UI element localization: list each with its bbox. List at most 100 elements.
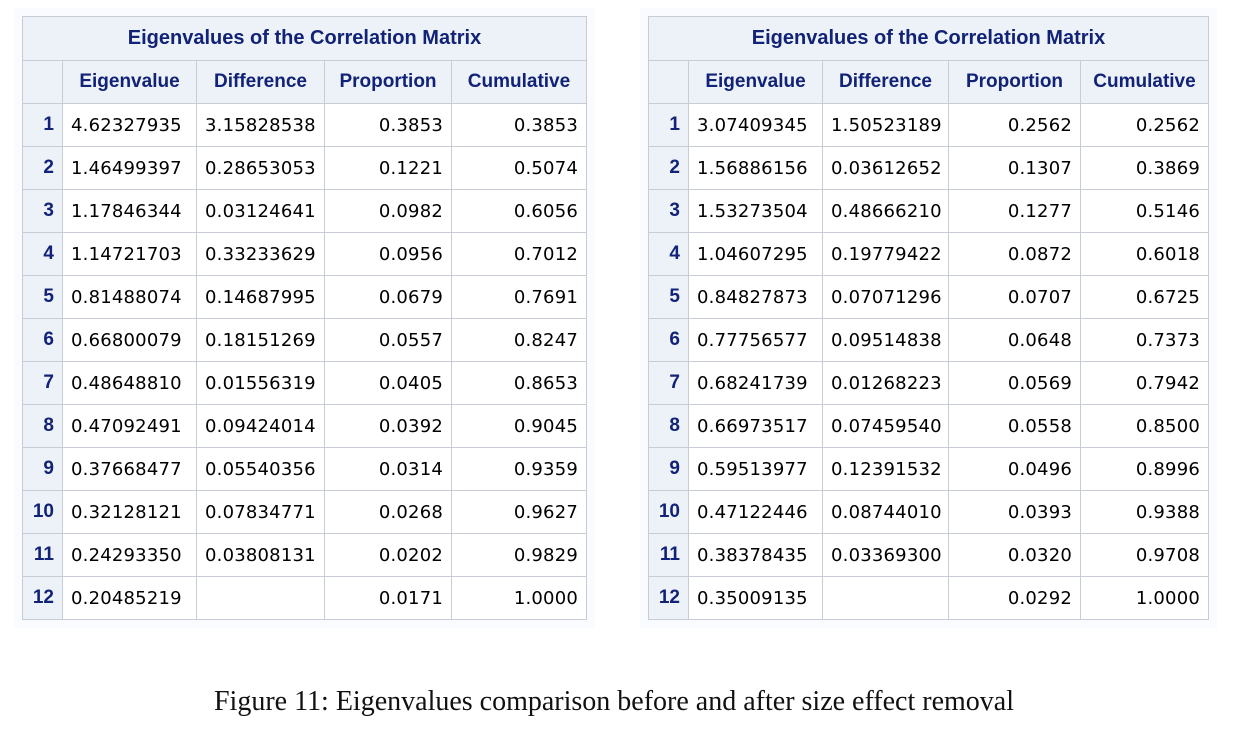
proportion-cell: 0.0569: [948, 361, 1081, 405]
eigenvalue-cell: 0.81488074: [62, 275, 197, 319]
row-number: 8: [648, 404, 689, 448]
table-row: 8 0.47092491 0.09424014 0.0392 0.9045: [22, 404, 587, 448]
difference-cell: [822, 576, 949, 620]
eigenvalue-cell: 0.20485219: [62, 576, 197, 620]
row-number: 5: [648, 275, 689, 319]
row-number: 3: [648, 189, 689, 233]
table-row: 9 0.59513977 0.12391532 0.0496 0.8996: [648, 447, 1209, 491]
table-row: 1 4.62327935 3.15828538 0.3853 0.3853: [22, 103, 587, 147]
difference-cell: 0.01268223: [822, 361, 949, 405]
row-number: 6: [22, 318, 63, 362]
table-row: 2 1.56886156 0.03612652 0.1307 0.3869: [648, 146, 1209, 190]
eigenvalue-cell: 1.46499397: [62, 146, 197, 190]
eigenvalue-cell: 0.77756577: [688, 318, 823, 362]
cumulative-cell: 0.9359: [451, 447, 587, 491]
row-number: 12: [648, 576, 689, 620]
column-header-proportion: Proportion: [948, 60, 1081, 104]
table-row: 7 0.48648810 0.01556319 0.0405 0.8653: [22, 361, 587, 405]
cumulative-cell: 0.7012: [451, 232, 587, 276]
eigenvalues-table-before: Eigenvalues of the Correlation Matrix Ei…: [22, 16, 587, 620]
figure-caption: Figure 11: Eigenvalues comparison before…: [213, 686, 1014, 717]
table-row: 4 1.14721703 0.33233629 0.0956 0.7012: [22, 232, 587, 276]
eigenvalue-cell: 3.07409345: [688, 103, 823, 147]
row-number: 2: [648, 146, 689, 190]
proportion-cell: 0.0171: [324, 576, 452, 620]
proportion-cell: 0.0648: [948, 318, 1081, 362]
table-row: 11 0.38378435 0.03369300 0.0320 0.9708: [648, 533, 1209, 577]
cumulative-cell: 0.9708: [1080, 533, 1209, 577]
difference-cell: 1.50523189: [822, 103, 949, 147]
difference-cell: 0.07834771: [196, 490, 325, 534]
column-header-difference: Difference: [196, 60, 325, 104]
proportion-cell: 0.1307: [948, 146, 1081, 190]
table-row: 5 0.81488074 0.14687995 0.0679 0.7691: [22, 275, 587, 319]
table-row: 4 1.04607295 0.19779422 0.0872 0.6018: [648, 232, 1209, 276]
eigenvalue-cell: 0.66973517: [688, 404, 823, 448]
eigenvalue-cell: 1.17846344: [62, 189, 197, 233]
proportion-cell: 0.0392: [324, 404, 452, 448]
table-row: 10 0.32128121 0.07834771 0.0268 0.9627: [22, 490, 587, 534]
right-table-panel: Eigenvalues of the Correlation Matrix Ei…: [640, 8, 1217, 628]
difference-cell: 3.15828538: [196, 103, 325, 147]
cumulative-cell: 1.0000: [1080, 576, 1209, 620]
column-header-difference: Difference: [822, 60, 949, 104]
eigenvalue-cell: 0.38378435: [688, 533, 823, 577]
cumulative-cell: 0.9627: [451, 490, 587, 534]
proportion-cell: 0.0982: [324, 189, 452, 233]
row-number: 8: [22, 404, 63, 448]
eigenvalue-cell: 0.37668477: [62, 447, 197, 491]
table-row: 1 3.07409345 1.50523189 0.2562 0.2562: [648, 103, 1209, 147]
difference-cell: 0.28653053: [196, 146, 325, 190]
table-row: 7 0.68241739 0.01268223 0.0569 0.7942: [648, 361, 1209, 405]
eigenvalue-cell: 0.66800079: [62, 318, 197, 362]
column-header-cumulative: Cumulative: [1080, 60, 1209, 104]
cumulative-cell: 1.0000: [451, 576, 587, 620]
proportion-cell: 0.0320: [948, 533, 1081, 577]
difference-cell: 0.12391532: [822, 447, 949, 491]
cumulative-cell: 0.9388: [1080, 490, 1209, 534]
difference-cell: 0.03612652: [822, 146, 949, 190]
column-header-proportion: Proportion: [324, 60, 452, 104]
table-row: 12 0.35009135 0.0292 1.0000: [648, 576, 1209, 620]
row-number: 9: [22, 447, 63, 491]
column-header-eigenvalue: Eigenvalue: [688, 60, 823, 104]
cumulative-cell: 0.7373: [1080, 318, 1209, 362]
row-index-header: [648, 60, 689, 104]
row-number: 4: [22, 232, 63, 276]
difference-cell: 0.19779422: [822, 232, 949, 276]
table-row: 8 0.66973517 0.07459540 0.0558 0.8500: [648, 404, 1209, 448]
proportion-cell: 0.0679: [324, 275, 452, 319]
difference-cell: [196, 576, 325, 620]
left-table-panel: Eigenvalues of the Correlation Matrix Ei…: [14, 8, 595, 628]
eigenvalue-cell: 1.53273504: [688, 189, 823, 233]
proportion-cell: 0.0393: [948, 490, 1081, 534]
table-body: 1 4.62327935 3.15828538 0.3853 0.3853 2 1.4649…: [22, 103, 587, 620]
table-row: 5 0.84827873 0.07071296 0.0707 0.6725: [648, 275, 1209, 319]
difference-cell: 0.09514838: [822, 318, 949, 362]
row-number: 11: [648, 533, 689, 577]
proportion-cell: 0.0202: [324, 533, 452, 577]
eigenvalue-cell: 0.84827873: [688, 275, 823, 319]
cumulative-cell: 0.5074: [451, 146, 587, 190]
cumulative-cell: 0.8996: [1080, 447, 1209, 491]
eigenvalue-cell: 0.68241739: [688, 361, 823, 405]
table-title: Eigenvalues of the Correlation Matrix: [22, 16, 587, 61]
column-header-eigenvalue: Eigenvalue: [62, 60, 197, 104]
row-number: 10: [648, 490, 689, 534]
proportion-cell: 0.0314: [324, 447, 452, 491]
cumulative-cell: 0.7942: [1080, 361, 1209, 405]
cumulative-cell: 0.9829: [451, 533, 587, 577]
difference-cell: 0.07459540: [822, 404, 949, 448]
table-row: 6 0.77756577 0.09514838 0.0648 0.7373: [648, 318, 1209, 362]
eigenvalue-cell: 0.47092491: [62, 404, 197, 448]
table-title: Eigenvalues of the Correlation Matrix: [648, 16, 1209, 61]
eigenvalue-cell: 1.04607295: [688, 232, 823, 276]
eigenvalue-cell: 1.14721703: [62, 232, 197, 276]
proportion-cell: 0.0557: [324, 318, 452, 362]
proportion-cell: 0.0405: [324, 361, 452, 405]
difference-cell: 0.07071296: [822, 275, 949, 319]
table-row: 6 0.66800079 0.18151269 0.0557 0.8247: [22, 318, 587, 362]
eigenvalue-cell: 1.56886156: [688, 146, 823, 190]
difference-cell: 0.01556319: [196, 361, 325, 405]
cumulative-cell: 0.2562: [1080, 103, 1209, 147]
